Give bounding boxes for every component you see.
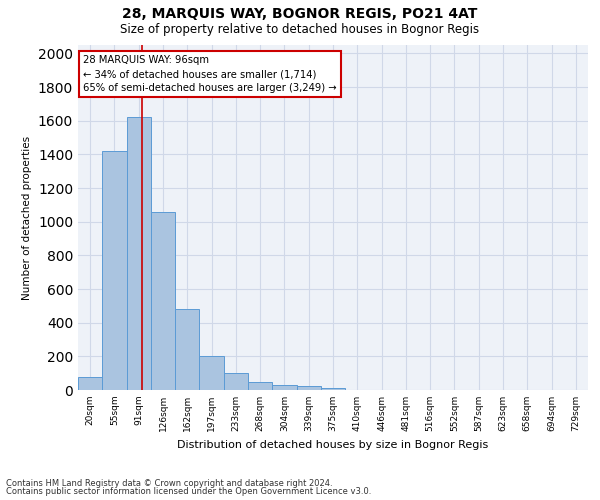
Bar (151, 212, 175, 390)
Text: 28 MARQUIS WAY: 96sqm
← 34% of detached houses are smaller (1,714)
65% of semi-d: 28 MARQUIS WAY: 96sqm ← 34% of detached … (83, 56, 337, 94)
Text: Contains HM Land Registry data © Crown copyright and database right 2024.: Contains HM Land Registry data © Crown c… (6, 478, 332, 488)
Text: Size of property relative to detached houses in Bognor Regis: Size of property relative to detached ho… (121, 22, 479, 36)
Bar (102, 151, 127, 390)
Bar (175, 309, 199, 390)
Bar (224, 373, 248, 390)
Text: 28, MARQUIS WAY, BOGNOR REGIS, PO21 4AT: 28, MARQUIS WAY, BOGNOR REGIS, PO21 4AT (122, 8, 478, 22)
Bar (78, 376, 102, 390)
Text: Contains public sector information licensed under the Open Government Licence v3: Contains public sector information licen… (6, 487, 371, 496)
X-axis label: Distribution of detached houses by size in Bognor Regis: Distribution of detached houses by size … (178, 440, 488, 450)
Bar (127, 118, 151, 390)
Bar (321, 388, 345, 390)
Bar (272, 385, 296, 390)
Bar (296, 386, 321, 390)
Bar (248, 382, 272, 390)
Y-axis label: Number of detached properties: Number of detached properties (22, 136, 32, 300)
Bar (199, 356, 224, 390)
